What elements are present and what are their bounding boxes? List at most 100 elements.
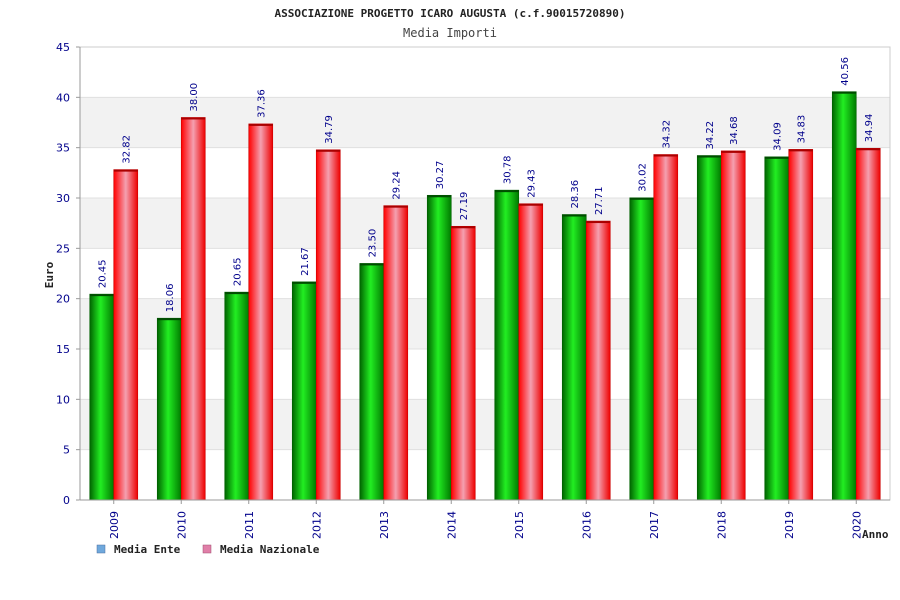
bar-media-nazionale-cap xyxy=(856,148,881,151)
x-tick-label: 2012 xyxy=(310,511,323,539)
bar-media-nazionale-cap xyxy=(788,149,813,152)
legend-swatch-media-ente xyxy=(96,544,106,554)
chart-subtitle: Media Importi xyxy=(403,26,497,40)
bar-media-ente xyxy=(359,263,385,501)
value-labels: 20.45 32.82 18.06 38.00 20.65 37.36 21.67 34.79… xyxy=(98,57,876,312)
value-label: 23.50 xyxy=(368,229,379,258)
value-label: 32.82 xyxy=(122,135,133,164)
value-label: 34.79 xyxy=(324,115,335,144)
bar-media-nazionale xyxy=(855,147,881,501)
chart-title: ASSOCIAZIONE PROGETTO ICARO AUGUSTA (c.f… xyxy=(275,7,626,20)
bar-media-ente xyxy=(156,317,182,501)
legend-label-media-ente: Media Ente xyxy=(114,543,181,556)
x-tick-label: 2015 xyxy=(513,511,526,539)
bar-media-nazionale-cap xyxy=(113,169,138,172)
bar-media-nazionale-cap xyxy=(653,154,678,157)
y-tick-label: 0 xyxy=(63,494,70,507)
bar-media-ente-cap xyxy=(629,197,654,200)
bar-media-ente-cap xyxy=(832,91,857,94)
bar-media-ente xyxy=(224,291,250,501)
value-label: 34.94 xyxy=(864,114,875,143)
value-label: 34.09 xyxy=(773,122,784,151)
bar-media-ente-cap xyxy=(224,292,249,295)
x-tick-label: 2010 xyxy=(175,511,188,539)
plot-band xyxy=(80,97,890,148)
legend: Media Ente Media Nazionale xyxy=(96,543,320,556)
y-tick-label: 25 xyxy=(56,242,70,255)
plot-band xyxy=(80,399,890,450)
value-label: 37.36 xyxy=(257,89,268,118)
bar-media-nazionale xyxy=(180,117,206,501)
value-label: 27.71 xyxy=(594,186,605,215)
x-tick-label: 2018 xyxy=(715,511,728,539)
bar-media-ente xyxy=(696,155,722,501)
value-label: 29.43 xyxy=(527,169,538,198)
bar-media-nazionale xyxy=(788,149,814,501)
bar-media-ente xyxy=(764,156,790,501)
plot-band xyxy=(80,449,890,500)
bar-media-nazionale xyxy=(450,225,476,501)
value-label: 40.56 xyxy=(840,57,851,86)
bar-media-nazionale xyxy=(315,149,341,501)
bar-media-ente xyxy=(831,91,857,501)
value-label: 30.78 xyxy=(503,156,514,185)
bar-media-ente-cap xyxy=(697,155,722,158)
bar-media-nazionale-cap xyxy=(518,203,543,206)
value-label: 30.27 xyxy=(435,161,446,190)
bar-media-ente xyxy=(561,214,587,501)
value-label: 27.19 xyxy=(459,192,470,221)
bar-media-ente-cap xyxy=(494,190,519,193)
x-tick-label: 2020 xyxy=(850,511,863,539)
bar-media-ente-cap xyxy=(157,318,182,321)
plot-band xyxy=(80,248,890,299)
x-tick-label: 2017 xyxy=(648,511,661,539)
bar-media-nazionale xyxy=(720,150,746,501)
bar-media-nazionale xyxy=(653,154,679,501)
y-tick-labels: 0 5 10 15 20 25 30 35 40 45 xyxy=(56,41,70,507)
bar-media-ente xyxy=(494,189,520,501)
plot-band xyxy=(80,349,890,400)
y-tick-label: 10 xyxy=(56,393,70,406)
bar-media-ente xyxy=(89,293,115,501)
bar-media-nazionale-cap xyxy=(181,117,206,120)
y-axis-label: Euro xyxy=(43,261,56,288)
plot-band xyxy=(80,47,890,98)
value-label: 34.32 xyxy=(662,120,673,149)
y-tick-label: 5 xyxy=(63,444,70,457)
bar-media-nazionale-cap xyxy=(451,226,476,229)
bar-media-nazionale xyxy=(248,123,274,501)
bar-media-ente-cap xyxy=(427,195,452,198)
value-label: 21.67 xyxy=(300,247,311,276)
y-tick-label: 40 xyxy=(56,91,70,104)
y-tick-label: 45 xyxy=(56,41,70,54)
bar-media-nazionale-cap xyxy=(248,123,273,126)
x-tick-label: 2016 xyxy=(580,511,593,539)
value-label: 34.83 xyxy=(797,115,808,144)
bar-media-nazionale xyxy=(383,205,409,501)
y-tick-label: 15 xyxy=(56,343,70,356)
legend-label-media-nazionale: Media Nazionale xyxy=(220,543,320,556)
bar-media-nazionale xyxy=(585,220,611,501)
value-label: 20.65 xyxy=(233,257,244,286)
plot-band xyxy=(80,198,890,249)
axes xyxy=(79,46,891,501)
value-label: 29.24 xyxy=(392,171,403,200)
value-label: 28.36 xyxy=(570,180,581,209)
legend-swatch-media-nazionale xyxy=(202,544,212,554)
bar-media-ente xyxy=(629,197,655,501)
x-tick-label: 2013 xyxy=(378,511,391,539)
plot-band xyxy=(80,298,890,349)
bar-media-nazionale xyxy=(518,203,544,501)
bar-media-nazionale-cap xyxy=(586,221,611,224)
value-label: 30.02 xyxy=(638,163,649,192)
bar-media-nazionale-cap xyxy=(721,150,746,153)
x-tick-label: 2014 xyxy=(445,511,458,539)
y-tick-label: 35 xyxy=(56,142,70,155)
bar-media-ente-cap xyxy=(562,214,587,217)
bar-media-ente-cap xyxy=(89,294,114,297)
plot-band xyxy=(80,147,890,198)
bar-media-ente-cap xyxy=(292,281,317,284)
bar-media-nazionale-cap xyxy=(316,149,341,152)
bar-media-nazionale xyxy=(113,169,139,501)
bar-media-ente-cap xyxy=(359,263,384,266)
